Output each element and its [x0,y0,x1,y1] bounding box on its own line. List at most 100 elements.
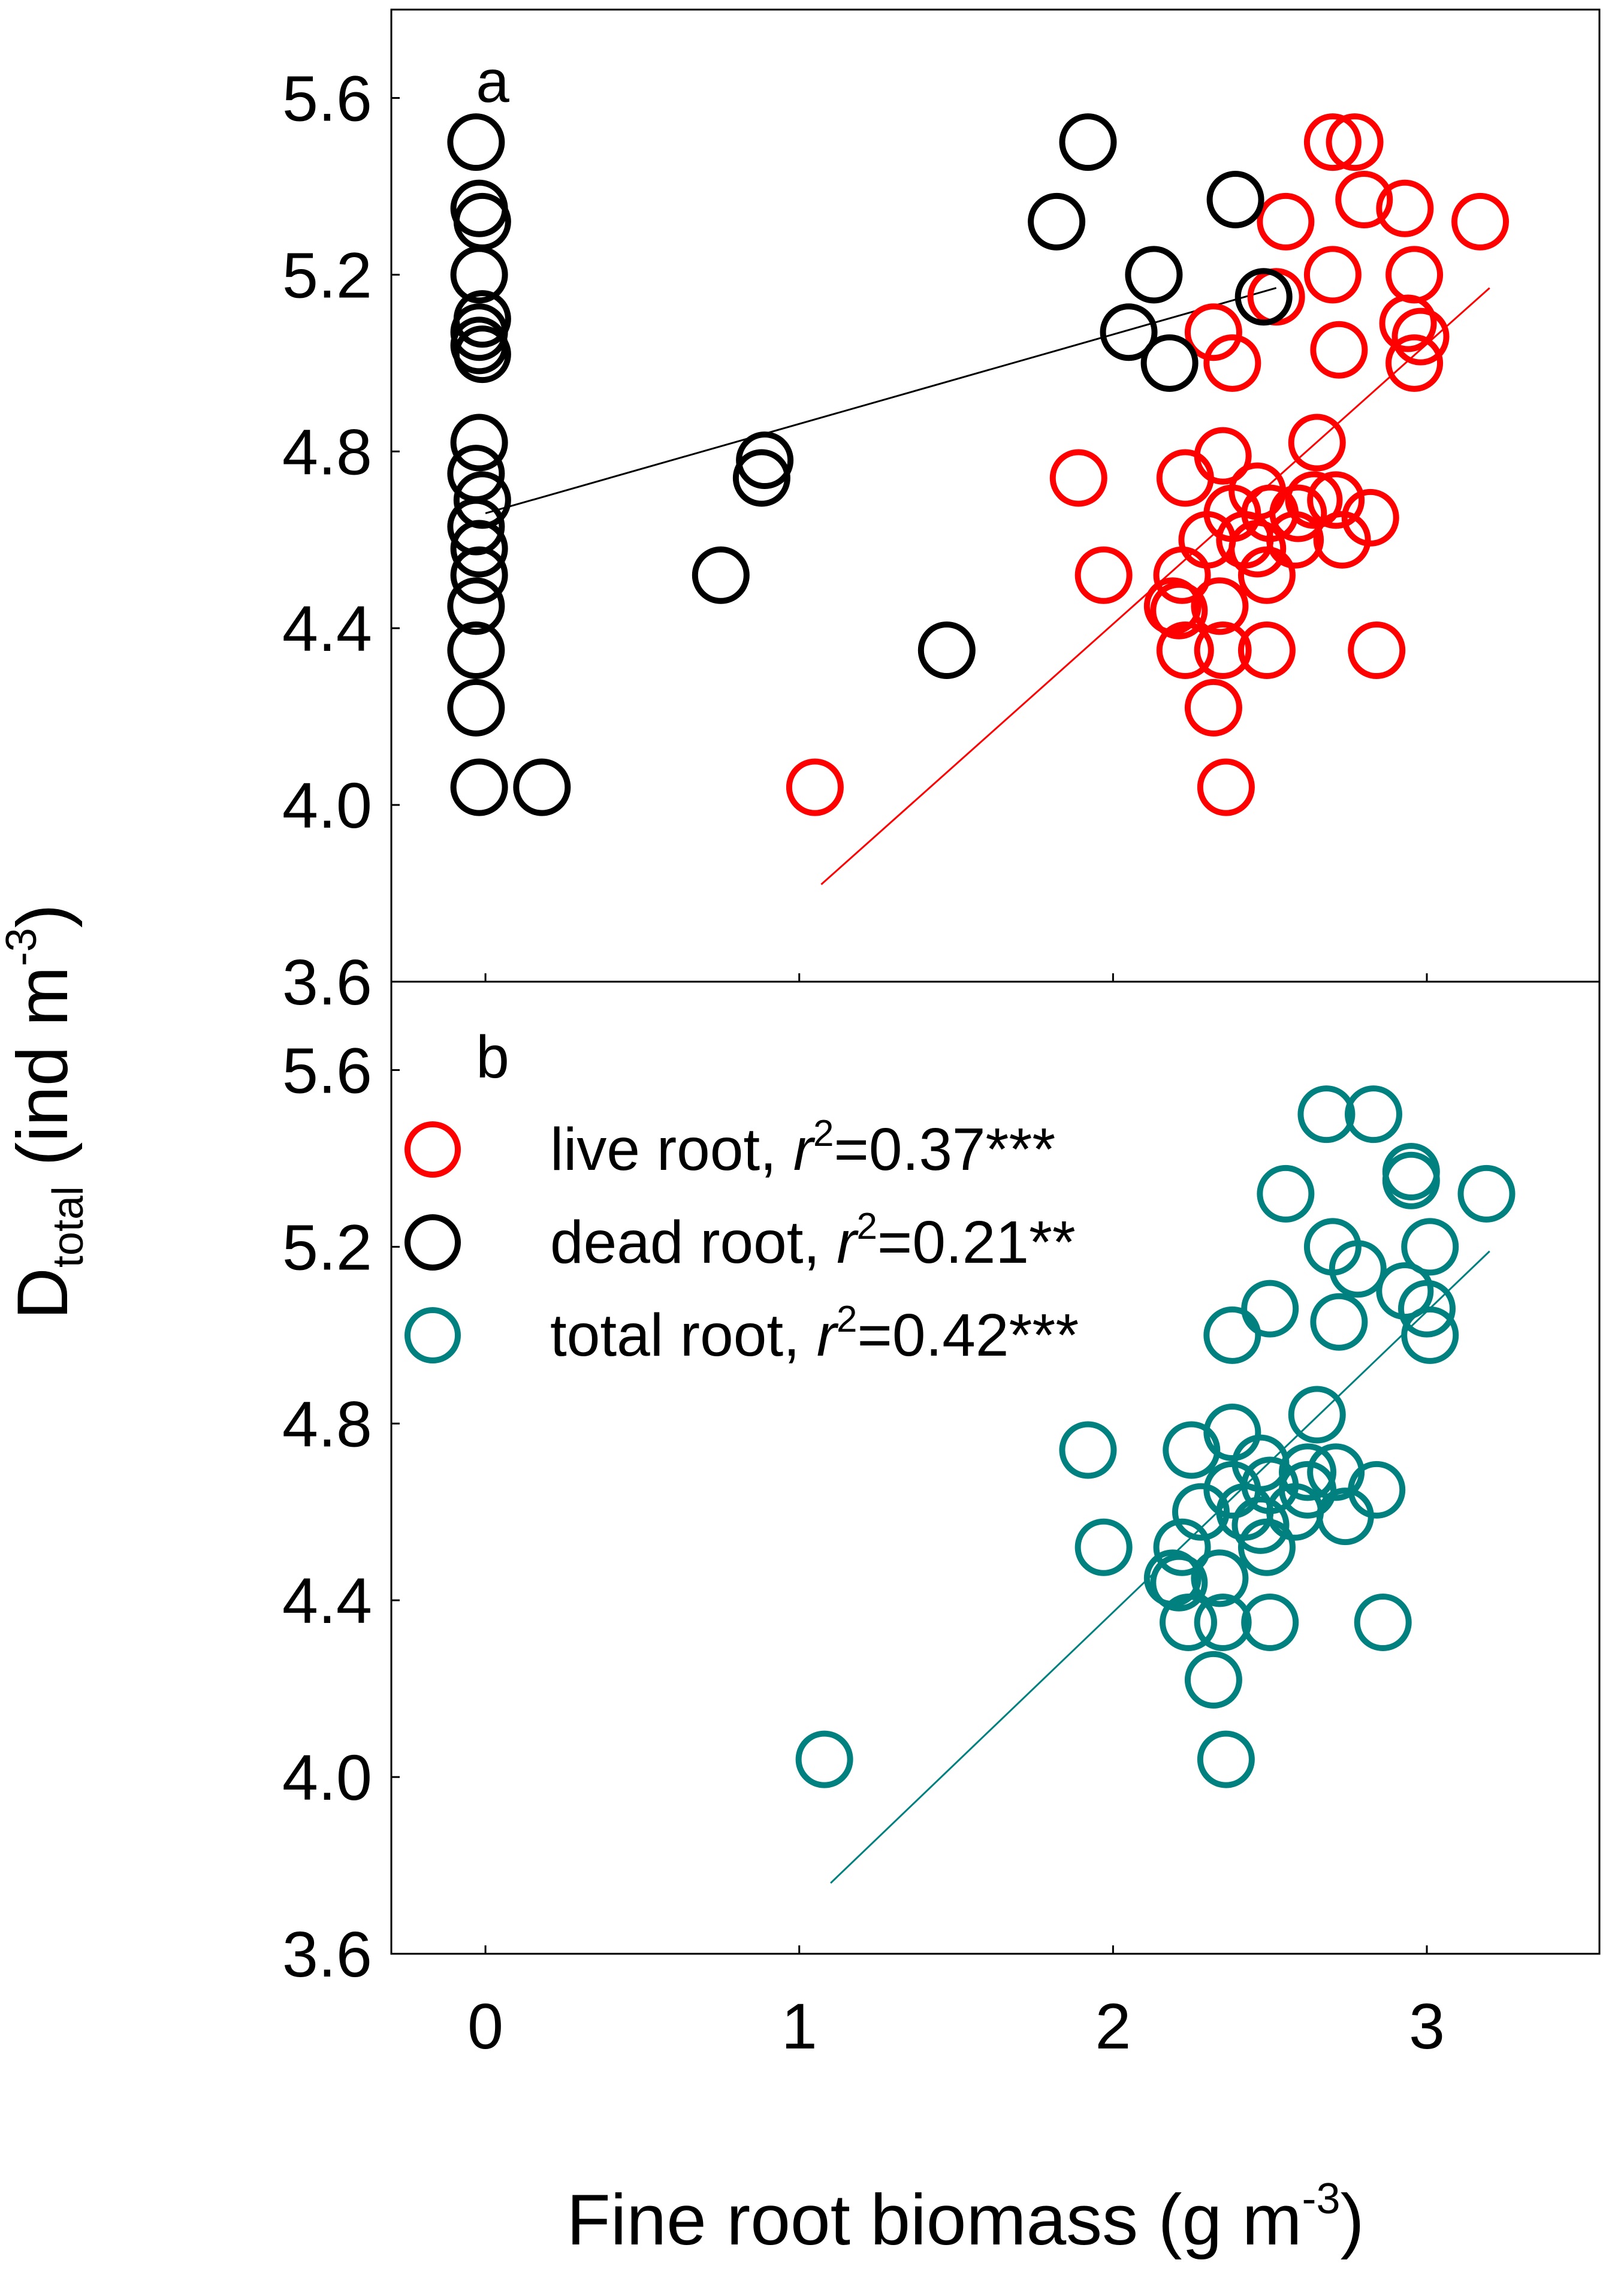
legend-label-dead-root: dead root, r2=0.21** [550,1206,1076,1276]
point-live-root [1288,414,1346,472]
panel-b-frame [390,980,1601,1955]
x-tick-label: 2 [1095,1990,1131,2062]
point-dead-root [1028,192,1086,251]
point-live-root [1197,758,1255,816]
panel-a-letter: a [476,48,509,115]
point-live-root [1143,577,1202,635]
point-total-root [1329,1240,1387,1298]
point-dead-root [450,520,508,578]
point-total-root [1316,1488,1374,1546]
panel-a-y-ticks: 3.6 4.0 4.4 4.8 5.2 5.6 [282,62,400,1018]
panel-a-x-ticks [484,973,1428,982]
legend-item-total-root: total root, r2=0.42*** [405,1299,1079,1369]
x-tick-label: 3 [1409,1990,1445,2062]
point-total-root [1059,1421,1117,1479]
point-dead-root [1125,246,1183,304]
point-total-root [1237,1518,1296,1576]
point-total-root [1279,1443,1337,1501]
point-total-root [1348,1461,1406,1519]
y-tick-label: 3.6 [282,1918,372,1990]
point-dead-root [450,414,508,472]
point-live-root [1307,471,1365,529]
point-live-root [1451,192,1510,251]
point-dead-root [1059,113,1117,171]
point-live-root [1303,246,1362,304]
point-live-root [1335,171,1393,229]
point-dead-root [1140,334,1199,392]
point-total-root [1197,1730,1255,1788]
point-dead-root [692,546,750,604]
panel-b: 3.6 4.0 4.4 4.8 5.2 5.6 0 1 2 3 b live root, r2=… [282,980,1601,2062]
point-live-root [1310,321,1368,379]
point-dead-root [1206,171,1264,229]
point-live-root [1247,268,1305,326]
point-live-root [1194,427,1252,485]
y-tick-label: 4.0 [282,769,372,841]
point-total-root [1194,1594,1252,1652]
legend-marker-total-root [405,1307,461,1363]
x-tick-label: 1 [781,1990,817,2062]
point-live-root [1153,546,1211,604]
y-tick-label: 5.2 [282,1211,372,1283]
point-total-root [1163,1421,1221,1479]
point-dead-root [447,577,505,635]
y-tick-label: 5.6 [282,1034,372,1106]
point-total-root [1398,1280,1456,1338]
point-live-root [1385,334,1444,392]
point-live-root [1257,192,1315,251]
y-tick-label: 4.8 [282,1387,372,1460]
point-dead-root [447,113,505,171]
y-tick-label: 4.4 [282,592,372,665]
point-dead-root [447,621,505,680]
legend-marker-live-root [405,1121,461,1178]
point-live-root [1237,546,1296,604]
point-live-root [1191,577,1249,635]
panel-b-x-ticks: 0 1 2 3 [467,1945,1445,2062]
point-dead-root [450,758,508,816]
legend-item-dead-root: dead root, r2=0.21** [405,1206,1076,1276]
point-dead-root [513,758,571,816]
point-total-root [1310,1293,1368,1351]
point-total-root [1184,1651,1242,1709]
point-dead-root [732,449,790,507]
point-live-root [1379,294,1437,352]
point-live-root [1326,113,1384,171]
point-live-root [1313,511,1371,569]
point-total-root [1191,1549,1249,1607]
point-live-root [1228,520,1287,578]
point-live-root [1348,621,1406,680]
panel-a-frame [390,8,1601,983]
point-live-root [1150,581,1208,639]
point-total-root [1241,1594,1299,1652]
point-dead-root [453,325,511,384]
panel-b-points [795,1085,1516,1788]
point-live-root [1376,179,1434,237]
point-total-root [1203,1404,1261,1462]
y-tick-label: 3.6 [282,946,372,1018]
point-dead-root [917,621,976,680]
point-live-root [1156,449,1214,507]
point-total-root [1354,1594,1412,1652]
point-total-root [1401,1306,1459,1364]
point-total-root [1401,1218,1459,1276]
point-live-root [1391,307,1450,366]
y-axis-title: Dtotal (ind m-3) [0,904,92,1320]
point-total-root [795,1730,853,1788]
point-total-root [1074,1518,1133,1576]
y-tick-label: 5.2 [282,239,372,311]
point-total-root [1153,1518,1211,1576]
point-live-root [1184,303,1242,361]
point-dead-root [450,246,508,304]
y-tick-label: 4.0 [282,1741,372,1814]
legend: live root, r2=0.37*** dead root, r2=0.21… [405,1113,1079,1369]
point-total-root [1257,1164,1315,1223]
point-dead-root [1100,303,1158,361]
point-total-root [1344,1085,1402,1143]
point-total-root [1288,1386,1346,1444]
point-dead-root [447,678,505,737]
point-dead-root [450,303,508,361]
legend-label-total-root: total root, r2=0.42*** [550,1299,1079,1369]
y-tick-label: 4.4 [282,1564,372,1637]
legend-marker-dead-root [405,1214,461,1271]
